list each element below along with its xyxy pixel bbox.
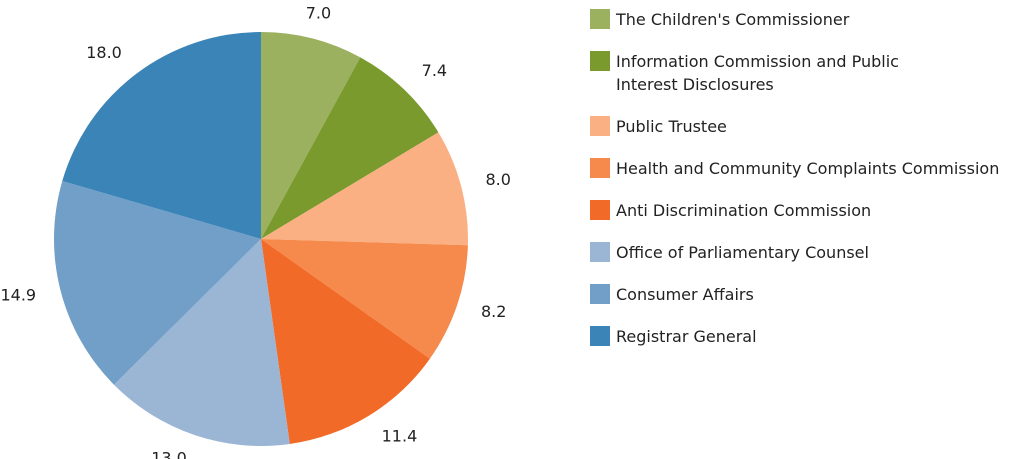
legend-item: Consumer Affairs — [590, 283, 1026, 306]
data-label: 11.4 — [382, 427, 418, 446]
data-label: 7.4 — [422, 61, 447, 80]
legend-label: Registrar General — [616, 327, 757, 346]
pie-slice — [113, 239, 290, 446]
legend-label: The Children's Commissioner — [616, 10, 850, 29]
legend-label: Health and Community Complaints Commissi… — [616, 159, 1000, 178]
legend-label: Office of Parliamentary Counsel — [616, 243, 869, 262]
legend-label: Public Trustee — [616, 117, 727, 136]
data-label: 18.0 — [86, 43, 122, 62]
pie-slice — [62, 32, 262, 239]
legend-item: The Children's Commissioner — [590, 8, 1026, 31]
legend-swatch — [590, 9, 610, 29]
legend-item: Office of Parliamentary Counsel — [590, 241, 1026, 264]
legend-item: Information Commission and Public Intere… — [590, 50, 1026, 96]
legend-swatch — [590, 284, 610, 304]
legend-label: Consumer Affairs — [616, 285, 754, 304]
legend-item: Registrar General — [590, 325, 1026, 348]
legend-swatch — [590, 242, 610, 262]
legend-label: Information Commission and Public Intere… — [616, 52, 899, 94]
legend-swatch — [590, 116, 610, 136]
legend-label: Anti Discrimination Commission — [616, 201, 872, 220]
data-label: 14.9 — [0, 286, 36, 305]
pie-slice — [53, 180, 261, 385]
pie-slice — [261, 239, 430, 444]
data-label: 8.0 — [485, 170, 510, 189]
pie-slice — [261, 32, 361, 239]
pie-slice — [261, 57, 439, 239]
data-label: 13.0 — [151, 448, 187, 459]
pie-area: 7.0 7.4 8.0 8.2 11.4 13.0 14.9 18.0 — [0, 4, 510, 459]
data-label: 8.2 — [481, 302, 506, 321]
legend-swatch — [590, 158, 610, 178]
legend-swatch — [590, 51, 610, 71]
legend-swatch — [590, 200, 610, 220]
legend: The Children's Commissioner Information C… — [590, 8, 1026, 367]
legend-item: Anti Discrimination Commission — [590, 199, 1026, 222]
pie-slice — [261, 132, 468, 246]
legend-swatch — [590, 326, 610, 346]
legend-item: Public Trustee — [590, 115, 1026, 138]
pie-slice — [261, 239, 468, 359]
data-label: 7.0 — [306, 4, 331, 23]
legend-item: Health and Community Complaints Commissi… — [590, 157, 1026, 180]
